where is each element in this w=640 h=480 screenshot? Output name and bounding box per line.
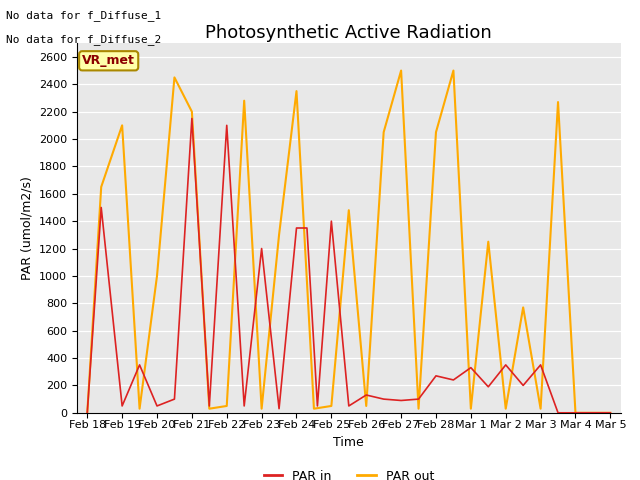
PAR out <box>397 68 405 73</box>
PAR out <box>153 273 161 279</box>
PAR out <box>171 74 179 80</box>
Legend: PAR in, PAR out: PAR in, PAR out <box>259 465 439 480</box>
PAR in <box>345 403 353 409</box>
PAR out <box>449 68 457 73</box>
PAR out <box>118 122 126 128</box>
PAR in <box>314 403 321 409</box>
PAR in <box>275 406 283 411</box>
PAR out <box>467 406 475 411</box>
PAR in <box>449 377 457 383</box>
PAR out <box>310 406 318 411</box>
PAR in <box>97 204 105 210</box>
PAR in <box>467 365 475 371</box>
PAR in <box>537 362 545 368</box>
PAR out <box>83 410 91 416</box>
PAR in <box>241 403 248 409</box>
PAR out <box>328 403 335 409</box>
PAR in <box>380 396 387 402</box>
PAR out <box>554 99 562 105</box>
PAR out <box>415 406 422 411</box>
PAR out <box>136 406 143 411</box>
PAR out <box>205 406 213 411</box>
PAR out <box>258 406 266 411</box>
PAR in <box>415 396 422 402</box>
PAR in <box>258 246 266 252</box>
PAR in <box>303 225 311 231</box>
PAR in <box>223 122 230 128</box>
PAR in <box>118 403 126 409</box>
PAR out <box>292 88 300 94</box>
Text: VR_met: VR_met <box>82 54 135 67</box>
PAR in <box>362 392 370 398</box>
PAR in <box>171 396 179 402</box>
PAR out <box>572 410 579 416</box>
PAR in <box>136 362 143 368</box>
PAR in <box>432 373 440 379</box>
PAR out <box>345 207 353 213</box>
PAR in <box>519 383 527 388</box>
PAR in <box>292 225 300 231</box>
PAR in <box>589 410 596 416</box>
PAR out <box>607 410 614 416</box>
PAR out <box>432 129 440 135</box>
PAR in <box>328 218 335 224</box>
PAR in <box>502 362 509 368</box>
PAR out <box>362 403 370 409</box>
PAR out <box>537 406 545 411</box>
Text: No data for f_Diffuse_1: No data for f_Diffuse_1 <box>6 10 162 21</box>
Line: PAR out: PAR out <box>87 71 611 413</box>
PAR in <box>572 410 579 416</box>
PAR in <box>607 410 614 416</box>
PAR in <box>153 403 161 409</box>
PAR in <box>83 410 91 416</box>
PAR out <box>589 410 596 416</box>
Text: No data for f_Diffuse_2: No data for f_Diffuse_2 <box>6 34 162 45</box>
PAR out <box>519 304 527 310</box>
X-axis label: Time: Time <box>333 436 364 449</box>
Y-axis label: PAR (umol/m2/s): PAR (umol/m2/s) <box>20 176 33 280</box>
PAR out <box>241 98 248 104</box>
Line: PAR in: PAR in <box>87 119 611 413</box>
PAR in <box>397 397 405 403</box>
Title: Photosynthetic Active Radiation: Photosynthetic Active Radiation <box>205 24 492 42</box>
PAR in <box>188 116 196 121</box>
PAR out <box>97 184 105 190</box>
PAR out <box>275 232 283 238</box>
PAR out <box>223 403 230 409</box>
PAR out <box>188 109 196 115</box>
PAR out <box>484 239 492 245</box>
PAR in <box>484 384 492 390</box>
PAR in <box>205 403 213 409</box>
PAR out <box>380 129 387 135</box>
PAR out <box>502 406 509 411</box>
PAR in <box>554 410 562 416</box>
